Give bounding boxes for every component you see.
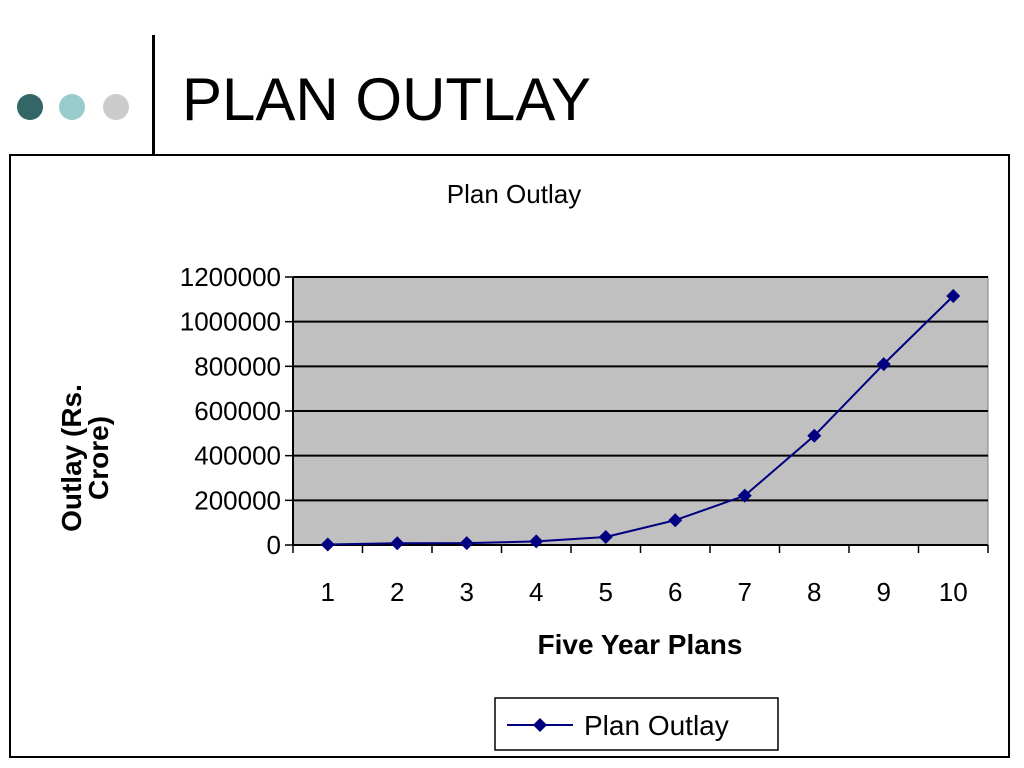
data-point-diamond [807,428,822,443]
y-tick-label: 600000 [194,396,281,426]
y-tick-label: 200000 [194,485,281,515]
data-point-diamond [737,488,752,503]
legend-marker-diamond-icon [533,718,547,732]
y-axis-title-line2: Crore) [83,416,114,500]
data-point-diamond [390,536,405,551]
x-tick-label: 8 [807,577,821,607]
x-tick-label: 4 [529,577,543,607]
x-tick-label: 3 [460,577,474,607]
chart-title: Plan Outlay [447,179,581,209]
legend-label: Plan Outlay [584,710,729,741]
slide-title: PLAN OUTLAY [182,66,592,133]
x-tick-label: 9 [877,577,891,607]
data-point-diamond [876,357,891,372]
x-tick-label: 2 [390,577,404,607]
y-tick-label: 0 [267,530,281,560]
x-tick-label: 10 [939,577,968,607]
x-tick-label: 7 [738,577,752,607]
bullet-dot-light [59,94,85,120]
data-point-diamond [529,534,544,549]
data-point-diamond [946,288,961,303]
series-line [327,295,954,546]
data-point-diamond [598,529,613,544]
y-tick-label: 1200000 [180,262,281,292]
x-tick-label: 6 [668,577,682,607]
data-point-diamond [459,536,474,551]
data-point-diamond [668,513,683,528]
title-divider [152,35,155,155]
x-axis-title: Five Year Plans [538,629,743,660]
x-tick-label: 5 [599,577,613,607]
y-tick-label: 400000 [194,441,281,471]
y-axis-title-line1: Outlay (Rs. [56,384,87,532]
legend: Plan Outlay [494,697,779,751]
bullet-dot-dark [17,94,43,120]
bullet-dot-gray [103,94,129,120]
x-tick-label: 1 [321,577,335,607]
y-tick-label: 800000 [194,351,281,381]
data-point-diamond [320,537,335,552]
y-tick-label: 1000000 [180,307,281,337]
